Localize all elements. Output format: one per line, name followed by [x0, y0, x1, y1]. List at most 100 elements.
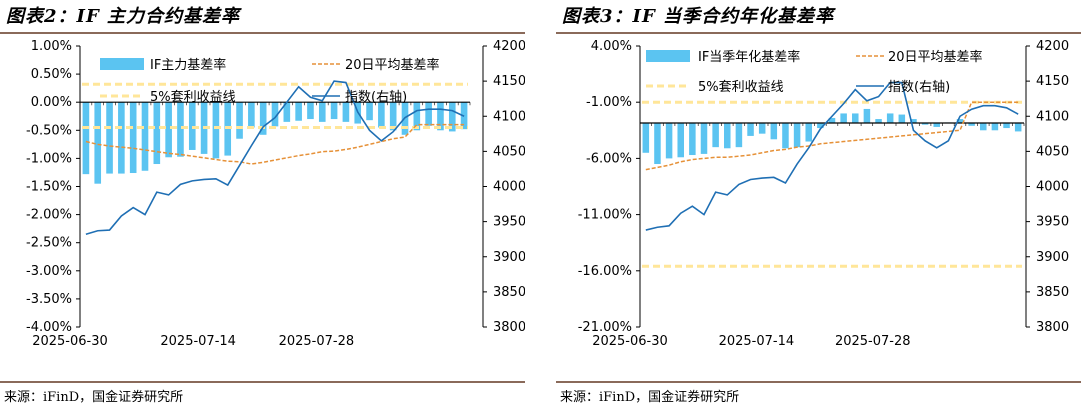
basis-bar [828, 117, 836, 123]
left-axis-tick-label: -21.00% [578, 320, 632, 335]
basis-bar [875, 119, 882, 123]
basis-bar [898, 114, 906, 123]
right-axis-tick-label: 3800 [1036, 320, 1069, 335]
right-axis-tick-label: 3950 [1036, 215, 1069, 230]
legend-swatch-bar [100, 58, 144, 70]
right-axis-tick-label: 4050 [493, 144, 525, 159]
basis-chart-right: 4.00% -1.00% -6.00% -11.00% -16.00% -21.00% 42… [578, 39, 1069, 349]
top-divider [556, 32, 1081, 34]
basis-bar [271, 102, 279, 127]
right-axis-tick-label: 4200 [1036, 39, 1069, 54]
basis-bar [852, 113, 859, 123]
basis-bar [236, 102, 243, 139]
x-axis-tick-label: 2025-06-30 [592, 334, 668, 349]
basis-bar [437, 102, 444, 131]
basis-bar [259, 102, 267, 135]
basis-bar [735, 123, 743, 148]
basis-bar [295, 102, 302, 121]
basis-bar [770, 123, 778, 140]
right-axis-tick-label: 3900 [493, 250, 525, 265]
basis-bar [758, 123, 766, 134]
basis-bar [991, 123, 999, 131]
index-line [85, 80, 465, 236]
basis-bar [129, 102, 137, 174]
basis-bar [968, 123, 975, 126]
basis-bar [413, 102, 421, 131]
top-divider [0, 32, 525, 34]
basis-bar [425, 102, 432, 126]
x-axis-tick-label: 2025-07-28 [279, 334, 355, 349]
bottom-divider [556, 381, 1081, 383]
basis-bar [863, 108, 871, 123]
left-axis-tick-label: 1.00% [31, 39, 72, 54]
basis-bar [805, 123, 812, 142]
right-axis-tick-label: 4050 [1036, 144, 1069, 159]
chart-title: 图表2：IF 主力合约基差率 [6, 6, 240, 27]
legend-label: 5%套利收益线 [698, 79, 784, 95]
legend-label: 5%套利收益线 [150, 89, 236, 105]
basis-bar [153, 102, 161, 165]
legend-label: 指数(右轴) [888, 80, 950, 95]
legend-label: 20日平均基差率 [888, 49, 983, 65]
left-axis-tick-label: -2.50% [26, 236, 72, 251]
basis-bar [724, 123, 731, 149]
left-axis-tick-label: -4.00% [26, 320, 72, 335]
right-axis-tick-label: 3950 [493, 215, 525, 230]
right-axis-tick-label: 3800 [493, 320, 525, 335]
chart-panel-right: 图表3：IF 当季合约年化基差率 4.00% -1.00% -6.00% -11.00… [556, 0, 1081, 409]
basis-bar [342, 102, 350, 122]
x-axis-tick-label: 2025-06-30 [32, 334, 108, 349]
right-axis-tick-label: 4000 [493, 180, 525, 195]
left-axis-tick-label: 0.00% [31, 95, 72, 110]
basis-chart-left: 1.00% 0.50% 0.00% -0.50% -1.00% -1.50% -2.00% -… [26, 39, 525, 349]
basis-bar [378, 102, 385, 128]
right-axis-tick-label: 4000 [1036, 180, 1069, 195]
right-axis-tick-label: 4100 [1036, 109, 1069, 124]
basis-bar [330, 102, 338, 120]
basis-bar [782, 123, 789, 149]
basis-bar [283, 102, 291, 122]
bottom-divider [0, 381, 525, 383]
right-axis-tick-label: 4150 [493, 74, 525, 89]
basis-bar [165, 102, 172, 158]
basis-bar [389, 102, 397, 131]
x-axis-tick-label: 2025-07-28 [835, 334, 911, 349]
basis-bar [956, 119, 964, 123]
chart-panel-left: 图表2：IF 主力合约基差率 1.00% 0.50% 0.00% -0.50% -1.0… [0, 0, 525, 409]
basis-bar [689, 123, 696, 156]
basis-bar [118, 102, 125, 174]
left-axis-tick-label: -1.00% [26, 151, 72, 166]
left-axis-tick-label: -6.00% [586, 151, 632, 166]
basis-bar [712, 123, 719, 148]
basis-bar [448, 102, 456, 132]
basis-bar [141, 102, 149, 171]
left-axis-tick-label: -11.00% [578, 208, 632, 223]
right-axis-tick-label: 4150 [1036, 74, 1069, 89]
left-axis-tick-label: -2.00% [26, 208, 72, 223]
left-axis-tick-label: 4.00% [591, 39, 632, 54]
index-line [645, 81, 1019, 231]
ma20-line [85, 123, 465, 165]
basis-bar [1003, 123, 1010, 129]
source-note: 来源：iFinD，国金证券研究所 [560, 390, 740, 405]
right-axis-tick-label: 4100 [493, 109, 525, 124]
basis-bar [747, 123, 754, 136]
right-axis-tick-label: 4200 [493, 39, 525, 54]
basis-bar [82, 102, 90, 175]
legend-label: 指数(右轴) [345, 90, 407, 105]
right-axis-tick-label: 3850 [493, 285, 525, 300]
left-axis-tick-label: -0.50% [26, 123, 72, 138]
basis-bar [212, 102, 220, 159]
legend-label: IF当季年化基差率 [698, 49, 800, 65]
basis-bar [817, 123, 824, 129]
basis-bar [665, 123, 673, 159]
legend-label: IF主力基差率 [150, 57, 226, 73]
basis-bar [642, 123, 650, 153]
basis-bar [94, 102, 102, 184]
left-axis-tick-label: -1.00% [586, 95, 632, 110]
basis-bar [886, 113, 894, 123]
basis-bar [654, 123, 661, 165]
left-axis-tick-label: -1.50% [26, 180, 72, 195]
left-axis-tick-label: -16.00% [578, 264, 632, 279]
basis-bar [910, 119, 917, 123]
